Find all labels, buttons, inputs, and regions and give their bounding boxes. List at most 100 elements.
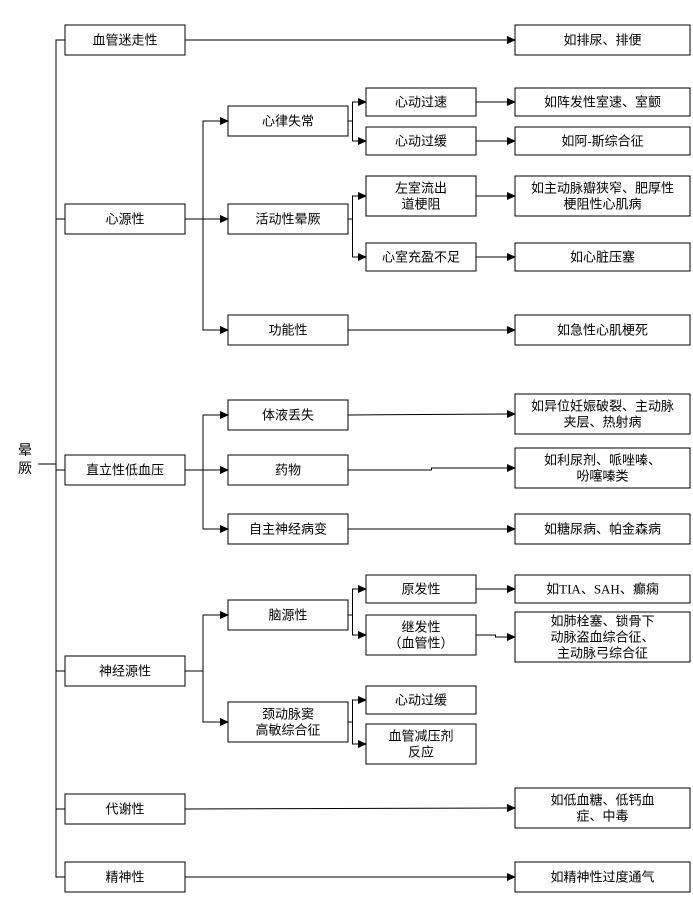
node-ne1b: 继发性（血管性） bbox=[366, 615, 476, 655]
svg-text:心动过缓: 心动过缓 bbox=[395, 134, 447, 149]
edge bbox=[38, 464, 65, 671]
edge bbox=[348, 468, 515, 470]
svg-text:左室流出: 左室流出 bbox=[395, 181, 447, 196]
node-o1: 心动过速 bbox=[366, 88, 476, 116]
root-label: 晕 bbox=[18, 444, 32, 459]
svg-text:吩噻嗪类: 吩噻嗪类 bbox=[576, 469, 628, 484]
svg-text:如TIA、SAH、癫痫: 如TIA、SAH、癫痫 bbox=[546, 582, 659, 597]
svg-text:如阿-斯综合征: 如阿-斯综合征 bbox=[561, 134, 643, 149]
svg-text:如利尿剂、哌唑嗪、: 如利尿剂、哌唑嗪、 bbox=[544, 453, 661, 468]
node-r11: 如肺栓塞、锁骨下动脉盗血综合征、主动脉弓综合征 bbox=[515, 612, 690, 662]
svg-text:道梗阻: 道梗阻 bbox=[401, 197, 440, 212]
node-o3: 左室流出道梗阻 bbox=[366, 176, 476, 216]
svg-text:药物: 药物 bbox=[275, 463, 301, 478]
node-c1: 心律失常 bbox=[228, 106, 348, 136]
svg-text:夹层、热射病: 夹层、热射病 bbox=[563, 415, 641, 430]
edge bbox=[38, 464, 65, 470]
svg-text:厥: 厥 bbox=[18, 462, 32, 477]
svg-text:神经源性: 神经源性 bbox=[99, 664, 151, 679]
edge bbox=[348, 589, 366, 615]
svg-text:体液丢失: 体液丢失 bbox=[262, 408, 314, 423]
node-o4: 心室充盈不足 bbox=[366, 243, 476, 271]
node-ne1a: 原发性 bbox=[366, 575, 476, 603]
svg-text:如急性心肌梗死: 如急性心肌梗死 bbox=[557, 323, 648, 338]
svg-text:直立性低血压: 直立性低血压 bbox=[86, 463, 164, 478]
node-r9: 如糖尿病、帕金森病 bbox=[515, 514, 690, 544]
edge bbox=[38, 40, 65, 464]
node-r4: 如主动脉瓣狭窄、肥厚性梗阻性心肌病 bbox=[515, 176, 690, 216]
node-c2: 活动性晕厥 bbox=[228, 204, 348, 234]
edge bbox=[185, 219, 228, 330]
node-r8: 如利尿剂、哌唑嗪、吩噻嗪类 bbox=[515, 448, 690, 488]
svg-text:如低血糖、低钙血: 如低血糖、低钙血 bbox=[550, 793, 654, 808]
node-r10: 如TIA、SAH、癫痫 bbox=[515, 575, 690, 603]
edge bbox=[185, 671, 228, 722]
node-n3: 直立性低血压 bbox=[65, 455, 185, 485]
edge bbox=[185, 808, 515, 809]
edge bbox=[38, 464, 65, 809]
svg-text:精神性: 精神性 bbox=[105, 870, 144, 885]
svg-text:如排尿、排便: 如排尿、排便 bbox=[563, 33, 641, 48]
node-r13: 如精神性过度通气 bbox=[515, 862, 690, 892]
node-d3: 自主神经病变 bbox=[228, 514, 348, 544]
edge bbox=[185, 415, 228, 470]
svg-text:症、中毒: 症、中毒 bbox=[576, 809, 628, 824]
svg-text:反应: 反应 bbox=[408, 745, 434, 760]
edge bbox=[348, 615, 366, 635]
svg-text:血管减压剂: 血管减压剂 bbox=[388, 729, 453, 744]
node-r1: 如排尿、排便 bbox=[515, 25, 690, 55]
edge bbox=[348, 722, 366, 744]
node-c3: 功能性 bbox=[228, 315, 348, 345]
svg-text:如肺栓塞、锁骨下: 如肺栓塞、锁骨下 bbox=[550, 614, 654, 629]
edge bbox=[476, 635, 515, 637]
node-r5: 如心脏压塞 bbox=[515, 243, 690, 271]
node-d1: 体液丢失 bbox=[228, 400, 348, 430]
svg-text:如心脏压塞: 如心脏压塞 bbox=[570, 250, 635, 265]
svg-text:活动性晕厥: 活动性晕厥 bbox=[255, 212, 320, 227]
svg-text:梗阻性心肌病: 梗阻性心肌病 bbox=[563, 197, 641, 212]
node-n1: 血管迷走性 bbox=[65, 25, 185, 55]
edge bbox=[348, 700, 366, 722]
svg-text:心律失常: 心律失常 bbox=[262, 114, 314, 129]
svg-text:原发性: 原发性 bbox=[401, 582, 440, 597]
node-n6: 精神性 bbox=[65, 862, 185, 892]
svg-text:脑源性: 脑源性 bbox=[268, 608, 307, 623]
svg-text:如精神性过度通气: 如精神性过度通气 bbox=[550, 870, 654, 885]
svg-text:继发性: 继发性 bbox=[401, 620, 440, 635]
svg-text:如异位妊娠破裂、主动脉: 如异位妊娠破裂、主动脉 bbox=[531, 399, 674, 414]
edge bbox=[38, 219, 65, 464]
svg-text:心动过缓: 心动过缓 bbox=[395, 693, 447, 708]
edge bbox=[348, 219, 366, 257]
edge bbox=[348, 196, 366, 219]
svg-text:高敏综合征: 高敏综合征 bbox=[255, 723, 320, 738]
syncope-tree-diagram: 晕厥血管迷走性心源性直立性低血压神经源性代谢性精神性心律失常活动性晕厥功能性心动… bbox=[10, 10, 693, 902]
svg-text:心源性: 心源性 bbox=[105, 212, 144, 227]
svg-text:颈动脉窦: 颈动脉窦 bbox=[262, 707, 314, 722]
edge bbox=[185, 121, 228, 219]
svg-text:如阵发性室速、室颤: 如阵发性室速、室颤 bbox=[544, 95, 661, 110]
svg-text:心室充盈不足: 心室充盈不足 bbox=[382, 250, 460, 265]
node-n4: 神经源性 bbox=[65, 656, 185, 686]
edge bbox=[348, 102, 366, 121]
svg-text:血管迷走性: 血管迷走性 bbox=[92, 33, 157, 48]
node-n2: 心源性 bbox=[65, 204, 185, 234]
node-r12: 如低血糖、低钙血症、中毒 bbox=[515, 788, 690, 828]
node-n5: 代谢性 bbox=[65, 794, 185, 824]
node-r7: 如异位妊娠破裂、主动脉夹层、热射病 bbox=[515, 394, 690, 434]
node-d2: 药物 bbox=[228, 455, 348, 485]
node-r2: 如阵发性室速、室颤 bbox=[515, 88, 690, 116]
edge bbox=[185, 615, 228, 671]
svg-text:代谢性: 代谢性 bbox=[105, 802, 144, 817]
node-ne2: 颈动脉窦高敏综合征 bbox=[228, 702, 348, 742]
node-r6: 如急性心肌梗死 bbox=[515, 315, 690, 345]
node-ne1: 脑源性 bbox=[228, 600, 348, 630]
node-ne2a: 心动过缓 bbox=[366, 686, 476, 714]
node-o2: 心动过缓 bbox=[366, 127, 476, 155]
svg-text:（血管性）: （血管性） bbox=[388, 636, 453, 651]
edge bbox=[185, 470, 228, 529]
svg-text:如主动脉瓣狭窄、肥厚性: 如主动脉瓣狭窄、肥厚性 bbox=[531, 181, 674, 196]
node-r3: 如阿-斯综合征 bbox=[515, 127, 690, 155]
edge bbox=[348, 414, 515, 415]
svg-text:功能性: 功能性 bbox=[268, 323, 307, 338]
edge bbox=[348, 121, 366, 141]
